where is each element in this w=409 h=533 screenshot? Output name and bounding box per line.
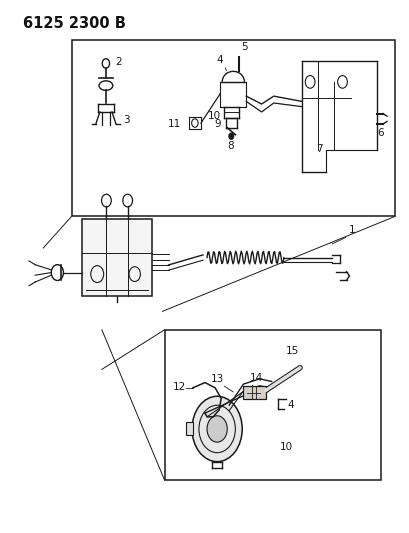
Text: 6: 6 (377, 128, 383, 138)
Text: 8: 8 (227, 141, 233, 151)
Circle shape (207, 416, 227, 442)
Text: 15: 15 (285, 346, 298, 356)
Bar (243, 386, 265, 399)
Bar (71, 39, 394, 216)
Text: 10: 10 (207, 111, 220, 121)
Text: 10: 10 (279, 442, 292, 452)
Text: 1: 1 (348, 225, 354, 235)
Bar (81, 219, 152, 295)
Text: 14: 14 (249, 373, 262, 383)
Text: 3: 3 (123, 115, 129, 125)
Text: 7: 7 (315, 144, 322, 155)
Text: 5: 5 (241, 42, 247, 52)
Text: 13: 13 (211, 374, 224, 384)
Text: 4: 4 (287, 400, 294, 410)
Circle shape (191, 396, 242, 462)
Circle shape (228, 133, 233, 140)
Text: 9: 9 (214, 118, 220, 128)
Bar (164, 330, 380, 480)
Text: 4: 4 (216, 55, 222, 65)
Text: 12: 12 (172, 382, 185, 392)
Bar (185, 422, 192, 435)
Text: 11: 11 (167, 119, 180, 129)
Text: 2: 2 (115, 57, 121, 67)
Text: 6125 2300 B: 6125 2300 B (23, 16, 126, 31)
